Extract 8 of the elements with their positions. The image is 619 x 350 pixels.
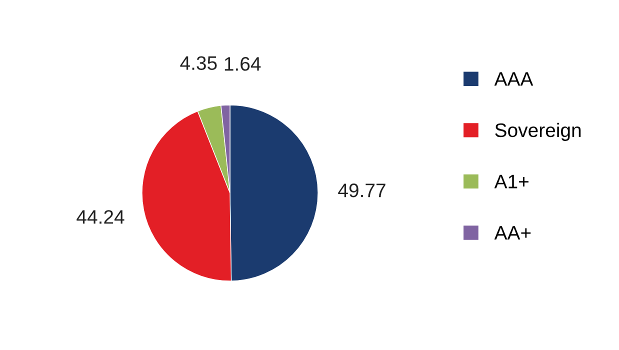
data-label: 49.77: [338, 183, 386, 198]
legend-label: AA+: [494, 226, 531, 240]
data-label: 44.24: [76, 210, 124, 224]
data-label: 1.64: [224, 57, 261, 71]
data-label: 4.35: [180, 56, 217, 70]
legend-label: Sovereign: [495, 122, 581, 141]
legend-label: A1+: [494, 174, 528, 188]
legend-label: AAA: [494, 72, 534, 86]
